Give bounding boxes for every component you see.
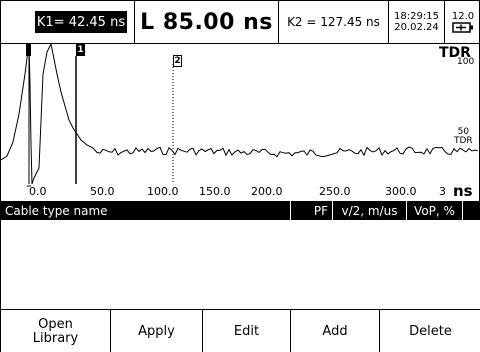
x-tick-label: 3 [439,185,446,198]
table-header: Cable type name PF v/2, m/us VoP, % [1,201,480,220]
status-bar: K1= 42.45 ns L 85.00 ns K2 = 127.45 ns 1… [1,1,480,44]
softkey-bar: Open Library Apply Edit Add Delete [1,310,480,352]
marker2-flag[interactable]: 2 [173,55,182,67]
battery-indicator: 12.0 [445,1,480,43]
column-header-vop[interactable]: VoP, % [407,201,463,220]
open-library-label-line1: Open [38,316,73,332]
x-tick-label: 150.0 [199,185,231,198]
delete-button[interactable]: Delete [380,310,480,352]
cursor-k1-cell[interactable]: K1= 42.45 ns [1,1,135,43]
x-unit-label: ns [453,182,473,200]
scale-mid-value: 50 [457,127,470,137]
column-header-spacer [463,201,480,220]
x-tick-label: 200.0 [251,185,283,198]
scale-mid-label: 50 TDR [454,128,473,146]
battery-value: 12.0 [451,11,475,22]
status-bar-divider [1,43,480,44]
cursor-k1-readout: K1= 42.45 ns [35,11,127,33]
zero-marker-flag [26,44,31,56]
table-divider [1,309,480,310]
apply-button[interactable]: Apply [111,310,203,352]
cable-type-table[interactable]: Cable type name PF v/2, m/us VoP, % [1,201,480,310]
marker1-flag[interactable]: 1 [76,44,85,56]
clock-time: 18:29:15 [394,11,439,22]
x-tick-label: 250.0 [319,185,351,198]
scale-mid-channel: TDR [454,136,473,146]
battery-icon [452,22,473,33]
x-tick-label: 300.0 [385,185,417,198]
column-header-name[interactable]: Cable type name [1,201,291,220]
clock: 18:29:15 20.02.24 [389,1,445,43]
scale-top-label: 100 [457,57,475,67]
channel-label: TDR [439,45,471,61]
tdr-plot[interactable]: 1 2 TDR 100 50 TDR 0.0 50.0 100.0 150.0 … [0,42,480,201]
open-library-button[interactable]: Open Library [1,310,111,352]
add-button[interactable]: Add [291,310,380,352]
tdr-trace-line [0,42,479,185]
x-tick-label: 100.0 [147,185,179,198]
edit-button[interactable]: Edit [203,310,291,352]
open-library-label-line2: Library [32,330,79,346]
tdr-trace-svg [0,42,479,187]
x-tick-label: 0.0 [29,185,47,198]
x-tick-label: 50.0 [90,185,115,198]
column-header-pf[interactable]: PF [291,201,333,220]
length-readout: L 85.00 ns [135,1,279,43]
clock-date: 20.02.24 [394,22,439,33]
cursor-k2-readout[interactable]: K2 = 127.45 ns [279,1,389,43]
column-header-velocity[interactable]: v/2, m/us [333,201,407,220]
table-body[interactable] [1,220,480,309]
